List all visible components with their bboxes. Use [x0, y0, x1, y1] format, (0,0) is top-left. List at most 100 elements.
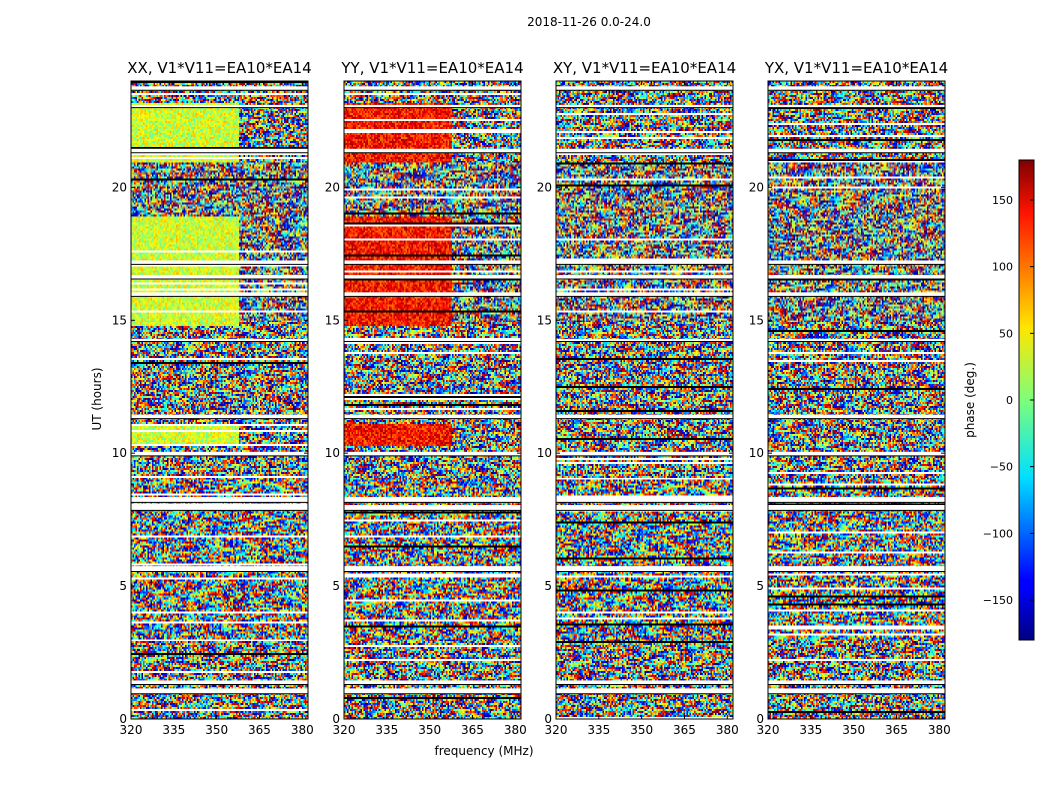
- panel-3-xtick-label-320: 320: [545, 723, 568, 737]
- panel-1-ytick-label-0: 0: [119, 712, 127, 726]
- panel-4-ytick-label-20: 20: [749, 180, 764, 194]
- panel-2-xtick-label-365: 365: [461, 723, 484, 737]
- panel-1-ytick-label-20: 20: [112, 180, 127, 194]
- panel-2-flag-11: [344, 148, 521, 153]
- panel-1-waterfall: [131, 81, 308, 719]
- colorbar-tick-label-3: 0: [1006, 394, 1013, 407]
- panel-3: XY, V1*V11=EA10*EA14 320 335 350 365 380 0 5 10 1…: [537, 59, 739, 737]
- panel-1-flag-4: [131, 497, 308, 503]
- panel-2-flag-4: [344, 497, 521, 503]
- panel-3-flag-13: [556, 86, 733, 91]
- panel-4-xtick-label-320: 320: [757, 723, 780, 737]
- panel-3-xtick-label-380: 380: [716, 723, 739, 737]
- panel-1-flag-5: [131, 451, 308, 456]
- panel-1-ytick-label-10: 10: [112, 446, 127, 460]
- panel-2-flag-8: [344, 292, 521, 297]
- panel-2-flag-13: [344, 86, 521, 91]
- panel-1-xtick-label-380: 380: [291, 723, 314, 737]
- colorbar-tick-label-0: 150: [992, 194, 1013, 207]
- panel-3-xtick-label-365: 365: [673, 723, 696, 737]
- panel-3-flag-8: [556, 292, 733, 297]
- colorbar-tick-label-2: 50: [999, 327, 1013, 340]
- figure-suptitle: 2018-11-26 0.0-24.0: [527, 15, 651, 29]
- panel-1-ytick-label-15: 15: [112, 313, 127, 327]
- panel-3-ytick-label-20: 20: [537, 180, 552, 194]
- panel-1-xtick-label-320: 320: [120, 723, 143, 737]
- panel-3-flag-4: [556, 497, 733, 503]
- panel-2-xtick-label-320: 320: [333, 723, 356, 737]
- panel-4-flag-13: [768, 86, 945, 91]
- panel-3-title: XY, V1*V11=EA10*EA14: [553, 59, 736, 77]
- panel-1-xtick-label-365: 365: [248, 723, 271, 737]
- panel-3-frame: [555, 80, 734, 720]
- panel-1-xtick-label-350: 350: [205, 723, 228, 737]
- panel-4-flag-8: [768, 292, 945, 297]
- panel-4-flag-4: [768, 497, 945, 503]
- panel-2-frame: [343, 80, 522, 720]
- y-axis-label: UT (hours): [90, 367, 104, 430]
- panel-3-flag-10: [556, 260, 733, 265]
- panel-2-flag-2: [344, 566, 521, 572]
- panel-2-ytick-label-0: 0: [332, 712, 340, 726]
- panel-4-xtick-label-335: 335: [799, 723, 822, 737]
- panel-4-xtick-label-365: 365: [885, 723, 908, 737]
- panel-3-flag-1: [556, 680, 733, 685]
- panel-3-flag-11: [556, 148, 733, 153]
- panel-1-flag-0: [131, 688, 308, 694]
- panel-1-flag-8: [131, 292, 308, 297]
- panel-4-flag-0: [768, 688, 945, 694]
- panel-4-flag-12: [768, 104, 945, 108]
- panel-4-flag-1: [768, 680, 945, 685]
- panel-1-xtick-label-335: 335: [162, 723, 185, 737]
- panel-4-ytick-label-0: 0: [756, 712, 764, 726]
- panel-3-ytick-label-15: 15: [537, 313, 552, 327]
- panel-2: YY, V1*V11=EA10*EA14 320 335 350 365 380 0 5 10 1…: [325, 59, 527, 737]
- panel-2-ytick-label-15: 15: [325, 313, 340, 327]
- panel-2-flag-0: [344, 688, 521, 694]
- colorbar: phase (deg.) 150 100 50 0 −50 −100 −150: [963, 159, 1035, 641]
- panel-3-flag-2: [556, 566, 733, 572]
- panel-1-ytick-label-5: 5: [119, 579, 127, 593]
- panel-4-ytick-label-5: 5: [756, 579, 764, 593]
- panel-4-flag-5: [768, 451, 945, 456]
- panel-2-flag-10: [344, 260, 521, 265]
- panel-3-xtick-label-335: 335: [587, 723, 610, 737]
- panel-4-flag-9: [768, 275, 945, 280]
- panel-4-flag-10: [768, 260, 945, 265]
- panel-2-flag-5: [344, 451, 521, 456]
- panel-3-ytick-label-10: 10: [537, 446, 552, 460]
- panel-2-ytick-label-10: 10: [325, 446, 340, 460]
- panel-4-flag-11: [768, 148, 945, 153]
- panel-3-flag-7: [556, 338, 733, 342]
- panel-4-xtick-label-380: 380: [928, 723, 951, 737]
- panel-1-flag-12: [131, 104, 308, 108]
- panel-3-flag-6: [556, 414, 733, 419]
- colorbar-tick-label-6: −150: [983, 594, 1013, 607]
- panel-4-ytick-label-15: 15: [749, 313, 764, 327]
- panel-4-xtick-label-350: 350: [842, 723, 865, 737]
- panel-2-ytick-label-5: 5: [332, 579, 340, 593]
- panel-3-flag-3: [556, 505, 733, 511]
- panel-4-flag-7: [768, 338, 945, 342]
- panel-1-flag-11: [131, 148, 308, 153]
- panel-1-flag-7: [131, 338, 308, 342]
- panel-1-flag-2: [131, 566, 308, 572]
- panel-3-waterfall: [556, 81, 733, 719]
- panel-2-flag-1: [344, 680, 521, 685]
- colorbar-label: phase (deg.): [963, 362, 977, 438]
- panel-1-flag-13: [131, 86, 308, 91]
- panel-2-ytick-label-20: 20: [325, 180, 340, 194]
- panel-2-xtick-label-350: 350: [418, 723, 441, 737]
- panel-4-flag-3: [768, 505, 945, 511]
- panel-4-title: YX, V1*V11=EA10*EA14: [764, 59, 948, 77]
- panel-3-flag-0: [556, 688, 733, 694]
- panel-2-waterfall: [344, 81, 521, 719]
- panel-3-xtick-label-350: 350: [630, 723, 653, 737]
- panel-1-title: XX, V1*V11=EA10*EA14: [127, 59, 311, 77]
- panel-1-flag-10: [131, 260, 308, 265]
- panel-3-flag-5: [556, 451, 733, 456]
- panel-3-ytick-label-5: 5: [544, 579, 552, 593]
- panel-2-flag-3: [344, 505, 521, 511]
- panel-4: YX, V1*V11=EA10*EA14 320 335 350 365 380 0 5 10 1…: [749, 59, 951, 737]
